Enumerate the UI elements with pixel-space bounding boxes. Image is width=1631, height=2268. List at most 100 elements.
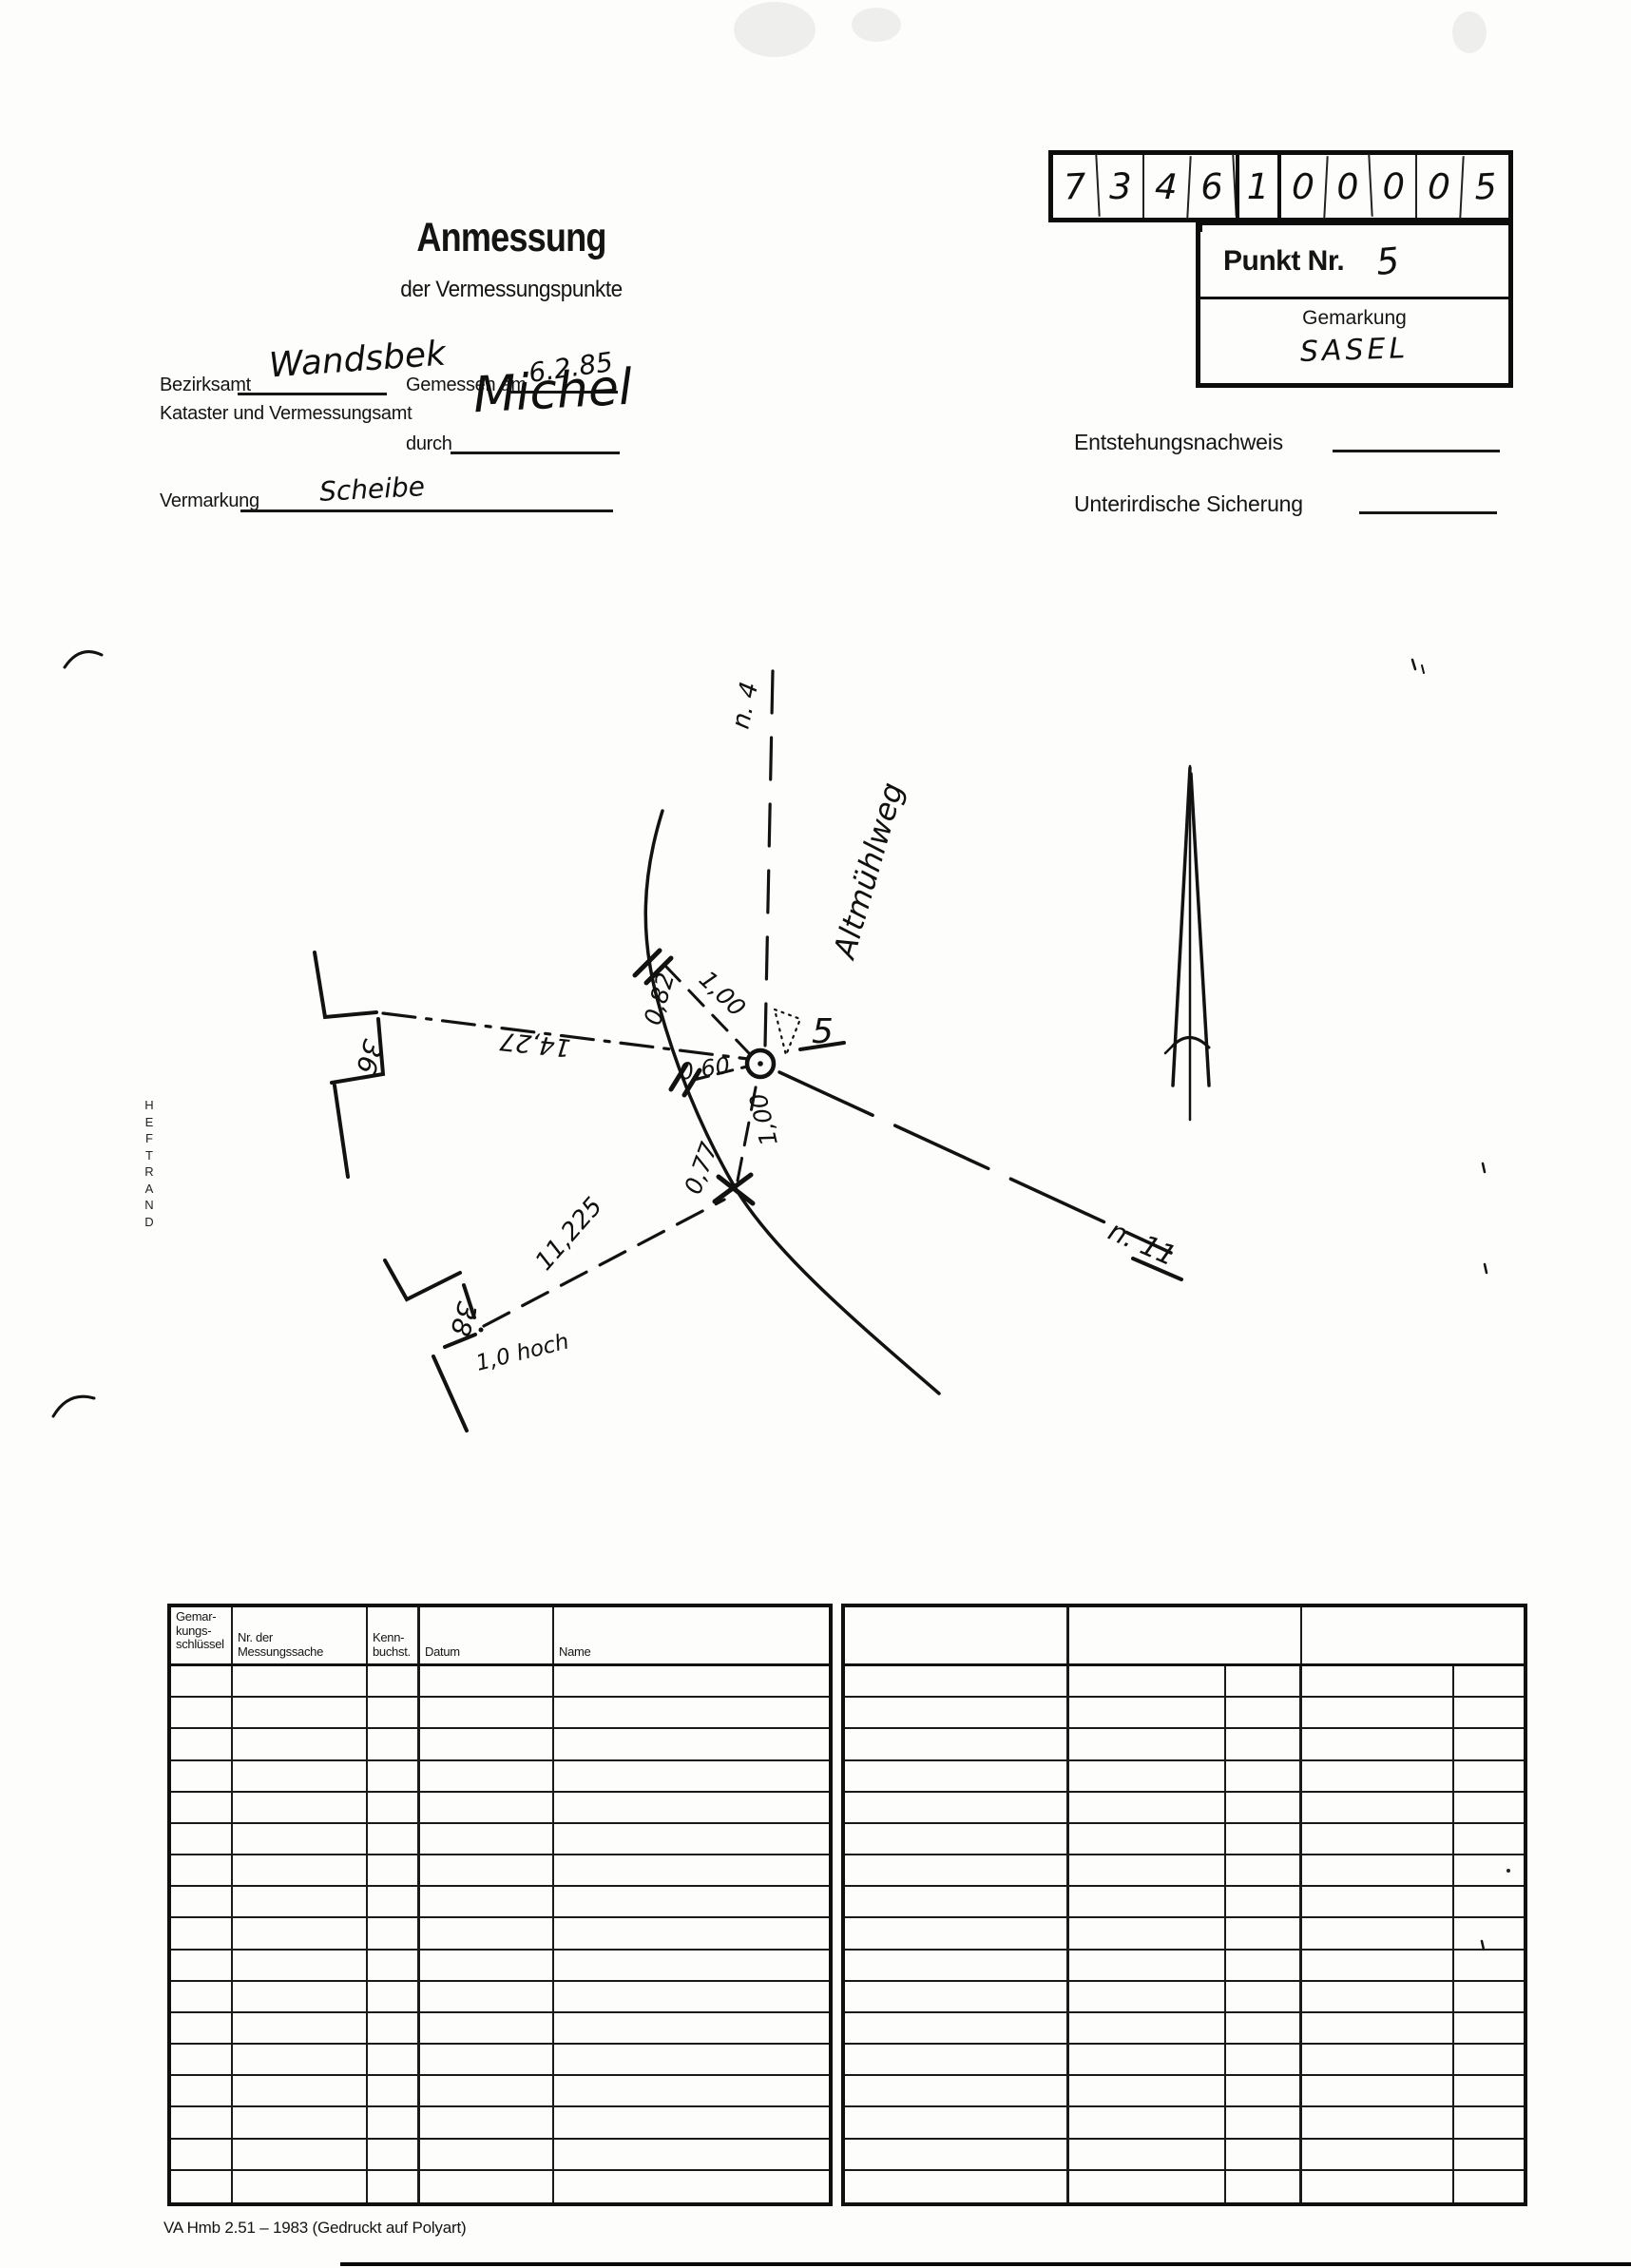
table-cell <box>1226 1760 1302 1793</box>
processing-table-right <box>841 1604 1527 2206</box>
table-cell <box>1302 2139 1454 2171</box>
table-cell <box>368 2045 420 2077</box>
table-cell <box>554 2171 829 2202</box>
scan-speck <box>1480 1939 1486 1951</box>
table-cell <box>1454 2107 1524 2140</box>
table-cell <box>1226 1981 1302 2013</box>
table-cell <box>554 1666 829 1699</box>
table-cell <box>1302 2107 1454 2140</box>
heftrand-letter: R <box>144 1164 154 1179</box>
table-cell <box>1454 2076 1524 2108</box>
table-cell <box>233 1666 368 1699</box>
table-cell <box>845 2139 1069 2171</box>
table-cell <box>554 1698 829 1730</box>
bezirksamt-label: Bezirksamt <box>160 375 251 395</box>
table-cell <box>554 1887 829 1919</box>
code-digit-cell: 0 <box>1372 155 1418 218</box>
table-cell <box>420 2139 554 2171</box>
scan-bottom-edge <box>340 2262 1631 2266</box>
table-cell <box>1302 2076 1454 2108</box>
table-cell <box>1454 1666 1524 1699</box>
table-cell <box>368 1666 420 1699</box>
table-cell <box>1454 2045 1524 2077</box>
table-header-row: Gemar-kungs-schlüssel Nr. der Messungssach… <box>171 1607 829 1666</box>
curve-tick <box>643 955 674 986</box>
table-cell <box>1226 2139 1302 2171</box>
table-cell <box>1302 2012 1454 2046</box>
margin-arc-bottom <box>51 1394 96 1418</box>
table-cell <box>233 1887 368 1919</box>
table-cell <box>420 1887 554 1919</box>
table-cell <box>1069 1981 1226 2013</box>
offset-line-100-upper <box>663 964 751 1055</box>
table-cell <box>1454 1729 1524 1761</box>
table-cell <box>845 1950 1069 1982</box>
house-36-wall <box>330 1017 386 1085</box>
measure-line-to-point4 <box>763 669 775 1048</box>
table-cell <box>1069 1666 1226 1699</box>
table-cell <box>233 2139 368 2171</box>
table-cell <box>171 1823 233 1856</box>
table-cell <box>845 2076 1069 2108</box>
table-cell <box>171 1666 233 1699</box>
table-cell <box>1302 2045 1454 2077</box>
point5-underline <box>798 1041 846 1051</box>
table-cell <box>233 1729 368 1761</box>
table-cell <box>554 1855 829 1888</box>
gemessen-am-line <box>507 391 618 394</box>
table-cell <box>171 1887 233 1919</box>
table-cell <box>368 2170 420 2202</box>
point11-underline <box>1131 1257 1183 1281</box>
table-header-cell <box>1302 1607 1524 1663</box>
table-cell <box>1069 2107 1226 2140</box>
table-cell <box>845 1981 1069 2013</box>
table-cell <box>1069 1698 1226 1730</box>
form-subtitle: der Vermessungspunkte <box>400 277 623 302</box>
house-36-wall <box>313 951 378 1020</box>
table-cell <box>233 2076 368 2108</box>
table-cell <box>845 1918 1069 1951</box>
shade-dots <box>773 1008 802 1059</box>
table-cell <box>1302 1823 1454 1856</box>
table-cell <box>1302 1698 1454 1730</box>
table-cell <box>420 1855 554 1888</box>
table-cell <box>554 1951 829 1982</box>
punkt-nr-label: Punkt Nr. <box>1223 244 1345 277</box>
table-cell <box>233 2107 368 2140</box>
table-cell <box>554 2076 829 2108</box>
kataster-label: Kataster und Vermessungsamt <box>160 403 413 424</box>
table-cell <box>420 1792 554 1824</box>
heftrand-letter: D <box>144 1214 154 1229</box>
table-cell <box>1226 2170 1302 2202</box>
table-cell <box>554 2107 829 2140</box>
table-cell <box>1302 1666 1454 1699</box>
table-cell <box>368 2107 420 2140</box>
table-cell <box>1454 1698 1524 1730</box>
table-cell <box>554 1729 829 1761</box>
table-cell <box>1069 1729 1226 1761</box>
table-cell <box>1302 2170 1454 2202</box>
label-to-point4: n. 4 <box>727 680 765 732</box>
table-cell <box>1226 1855 1302 1888</box>
scan-speck <box>1421 664 1425 674</box>
table-cell <box>1302 1981 1454 2013</box>
table-cell <box>171 1729 233 1761</box>
margin-arc-top <box>63 650 104 669</box>
table-cell <box>233 1760 368 1793</box>
table-cell <box>1454 1824 1524 1856</box>
curve-cross-tick <box>716 1174 756 1206</box>
table-cell <box>171 1760 233 1793</box>
gemessen-am-label: Gemessen am <box>406 375 527 395</box>
table-cell <box>368 1855 420 1888</box>
table-cell <box>233 2012 368 2046</box>
table-cell <box>1069 2045 1226 2077</box>
table-cell <box>1454 1793 1524 1824</box>
scan-noise <box>852 8 901 42</box>
table-cell <box>845 2045 1069 2077</box>
vermarkung-label: Vermarkung <box>160 490 259 511</box>
heftrand-letter: N <box>144 1198 154 1212</box>
table-cell <box>368 2076 420 2108</box>
scan-noise <box>734 2 816 57</box>
scan-speck <box>1483 1262 1488 1275</box>
